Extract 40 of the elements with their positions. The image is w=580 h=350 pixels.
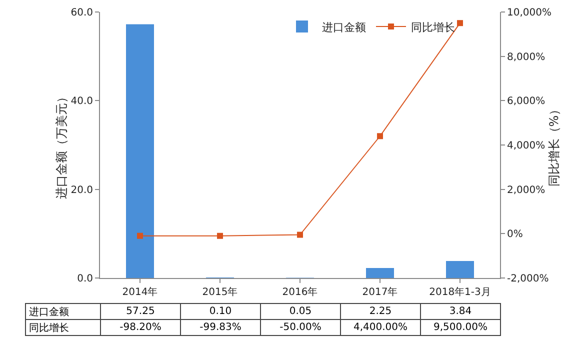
data-label: 2.25 bbox=[340, 304, 420, 320]
data-label: -98.20% bbox=[100, 320, 180, 336]
y2-tick-label: 8,000% bbox=[507, 52, 546, 63]
bar bbox=[366, 268, 394, 278]
text: 同比增长 bbox=[29, 322, 69, 334]
bar bbox=[446, 260, 474, 278]
y2-tick-label: 0% bbox=[507, 229, 523, 240]
point bbox=[297, 232, 303, 238]
x-tick-label: 2014年 bbox=[122, 286, 158, 298]
data-label: 57.25 bbox=[100, 304, 180, 320]
y2-tick-label: 6,000% bbox=[507, 96, 546, 108]
data-label: -50.00% bbox=[260, 320, 340, 336]
point bbox=[137, 232, 143, 239]
point bbox=[377, 133, 383, 140]
data-label: -99.83% bbox=[180, 320, 260, 336]
y2-tick-label: -2,000% bbox=[507, 274, 549, 284]
y-axis-title: 进口金额（万美元） bbox=[54, 91, 69, 199]
data-label: 4,400.00% bbox=[340, 320, 420, 336]
data-label: 0.10 bbox=[180, 304, 260, 320]
data-label: 0.05 bbox=[260, 304, 340, 320]
point bbox=[217, 232, 223, 239]
legend-label: 同比增长 bbox=[411, 20, 455, 34]
y-tick-label: 40.0 bbox=[70, 96, 93, 108]
legend-label: 进口金额 bbox=[322, 20, 366, 34]
y-tick-label: 60.0 bbox=[70, 8, 93, 18]
y2-axis-title: 同比增长（%） bbox=[547, 103, 562, 187]
data-label: 9,500.00% bbox=[420, 320, 500, 336]
x-tick-label: 2018年1-3月 bbox=[429, 286, 491, 298]
bar bbox=[126, 24, 154, 278]
y2-tick-label: 4,000% bbox=[507, 140, 546, 152]
y-tick-label: 0.0 bbox=[77, 274, 93, 284]
x-tick-label: 2015年 bbox=[202, 286, 238, 298]
text: 进口金额 bbox=[29, 306, 69, 318]
y2-tick-label: 10,000% bbox=[507, 8, 552, 18]
point bbox=[457, 20, 463, 26]
x-tick-label: 2016年 bbox=[282, 286, 318, 298]
x-tick-label: 2017年 bbox=[362, 286, 398, 298]
y-tick-label: 20.0 bbox=[70, 184, 93, 196]
data-label: 3.84 bbox=[420, 304, 500, 320]
y2-tick-label: 2,000% bbox=[507, 184, 546, 196]
